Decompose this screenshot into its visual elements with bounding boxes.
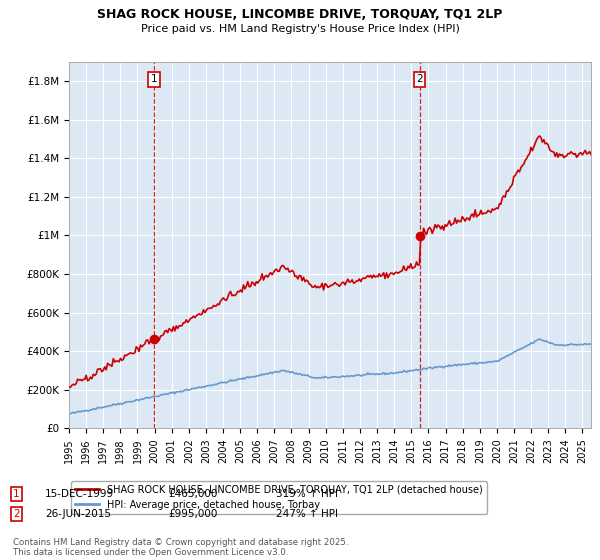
Text: 2: 2 <box>416 74 423 85</box>
Text: 247% ↑ HPI: 247% ↑ HPI <box>276 509 338 519</box>
Text: £995,000: £995,000 <box>168 509 217 519</box>
Text: 2: 2 <box>13 509 20 519</box>
Text: 1: 1 <box>13 489 20 499</box>
Legend: SHAG ROCK HOUSE, LINCOMBE DRIVE, TORQUAY, TQ1 2LP (detached house), HPI: Average: SHAG ROCK HOUSE, LINCOMBE DRIVE, TORQUAY… <box>71 481 487 514</box>
Text: 26-JUN-2015: 26-JUN-2015 <box>45 509 111 519</box>
Text: 1: 1 <box>151 74 157 85</box>
Text: SHAG ROCK HOUSE, LINCOMBE DRIVE, TORQUAY, TQ1 2LP: SHAG ROCK HOUSE, LINCOMBE DRIVE, TORQUAY… <box>97 8 503 21</box>
Text: Price paid vs. HM Land Registry's House Price Index (HPI): Price paid vs. HM Land Registry's House … <box>140 24 460 34</box>
Text: 15-DEC-1999: 15-DEC-1999 <box>45 489 114 499</box>
Text: Contains HM Land Registry data © Crown copyright and database right 2025.
This d: Contains HM Land Registry data © Crown c… <box>13 538 349 557</box>
Text: £465,000: £465,000 <box>168 489 217 499</box>
Text: 319% ↑ HPI: 319% ↑ HPI <box>276 489 338 499</box>
